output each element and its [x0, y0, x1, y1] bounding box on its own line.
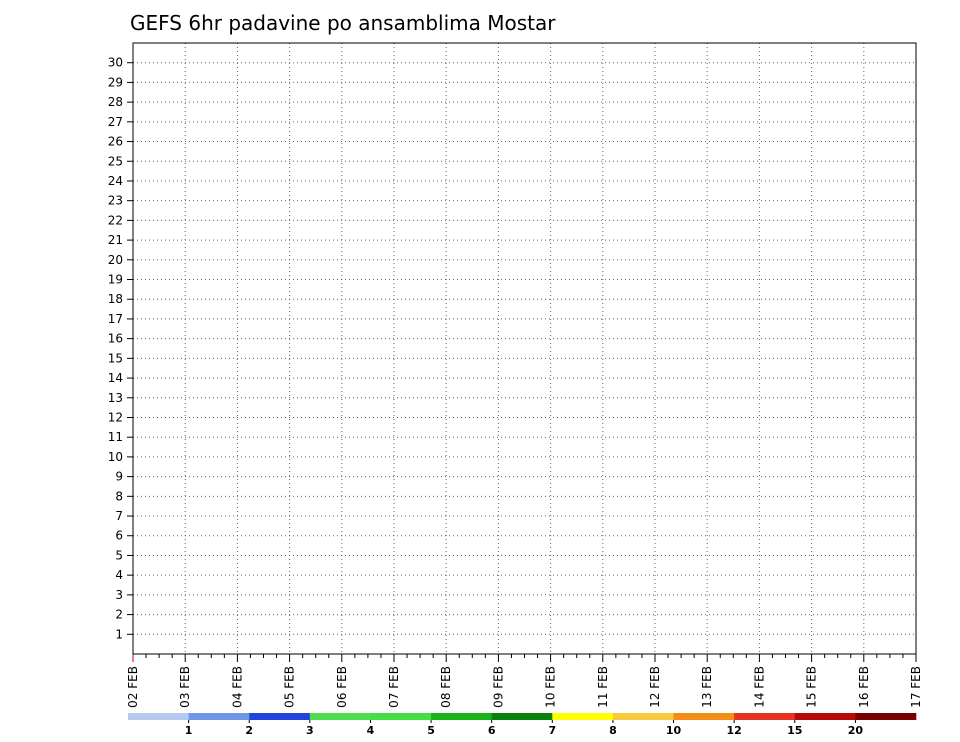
- legend-label: 15: [787, 724, 802, 737]
- x-tick-label: 15 FEB: [805, 666, 819, 708]
- y-tick-label: 4: [115, 568, 123, 582]
- y-tick-label: 14: [108, 371, 123, 385]
- y-tick-label: 6: [115, 529, 123, 543]
- legend-label: 8: [609, 724, 617, 737]
- y-tick-label: 5: [115, 548, 123, 562]
- y-tick-label: 28: [108, 95, 123, 109]
- y-tick-label: 25: [108, 154, 123, 168]
- y-axis: 1234567891011121314151617181920212223242…: [108, 56, 133, 641]
- legend-swatch: [794, 713, 856, 720]
- legend-label: 12: [726, 724, 741, 737]
- y-tick-label: 17: [108, 312, 123, 326]
- x-tick-label: 02 FEB: [126, 666, 140, 708]
- y-tick-label: 18: [108, 292, 123, 306]
- legend-swatch: [552, 713, 614, 720]
- grid-lines: [133, 43, 916, 654]
- x-tick-label: 10 FEB: [544, 666, 558, 708]
- y-tick-label: 3: [115, 588, 123, 602]
- legend-label: 20: [848, 724, 864, 737]
- y-tick-label: 22: [108, 213, 123, 227]
- x-tick-label: 04 FEB: [230, 666, 244, 708]
- legend-swatch: [855, 713, 917, 720]
- y-tick-label: 20: [108, 253, 123, 267]
- y-tick-label: 13: [108, 391, 123, 405]
- y-tick-label: 7: [115, 509, 123, 523]
- x-tick-label: 11 FEB: [596, 666, 610, 708]
- x-tick-label: 14 FEB: [752, 666, 766, 708]
- legend-label: 2: [245, 724, 253, 737]
- y-tick-label: 23: [108, 194, 123, 208]
- legend-label: 10: [666, 724, 682, 737]
- y-tick-label: 16: [108, 332, 123, 346]
- y-tick-label: 21: [108, 233, 123, 247]
- x-axis: 02 FEB 03 FEB 04 FEB 05 FEB 06 FEB 07 FEB 08 F…: [126, 654, 923, 708]
- x-tick-label: 12 FEB: [648, 666, 662, 708]
- y-tick-label: 27: [108, 115, 123, 129]
- y-tick-label: 29: [108, 75, 123, 89]
- legend-swatch: [734, 713, 796, 720]
- legend-swatch: [309, 713, 371, 720]
- legend: 1 2 3 4 5 6 7 8 10 12 15 20: [128, 713, 917, 737]
- legend-label: 7: [548, 724, 556, 737]
- legend-swatch: [491, 713, 553, 720]
- y-tick-label: 2: [115, 608, 123, 622]
- legend-swatch: [431, 713, 492, 720]
- legend-swatch: [673, 713, 735, 720]
- legend-label: 6: [488, 724, 496, 737]
- x-tick-label: 03 FEB: [178, 666, 192, 708]
- x-tick-label: 09 FEB: [491, 666, 505, 708]
- y-tick-label: 9: [115, 470, 123, 484]
- y-tick-label: 8: [115, 489, 123, 503]
- y-tick-label: 19: [108, 273, 123, 287]
- legend-swatch: [612, 713, 674, 720]
- y-tick-label: 11: [108, 430, 123, 444]
- y-tick-label: 1: [115, 627, 123, 641]
- legend-swatch: [128, 713, 189, 720]
- x-tick-label: 17 FEB: [909, 666, 923, 708]
- x-tick-label: 07 FEB: [387, 666, 401, 708]
- x-tick-label: 08 FEB: [439, 666, 453, 708]
- chart-title: GEFS 6hr padavine po ansamblima Mostar: [130, 11, 556, 35]
- y-tick-label: 30: [108, 56, 123, 70]
- y-tick-label: 12: [108, 410, 123, 424]
- legend-label: 3: [306, 724, 314, 737]
- y-tick-label: 24: [108, 174, 123, 188]
- y-tick-label: 10: [108, 450, 123, 464]
- legend-label: 1: [185, 724, 193, 737]
- x-tick-label: 13 FEB: [700, 666, 714, 708]
- legend-swatch: [188, 713, 250, 720]
- y-tick-label: 15: [108, 351, 123, 365]
- plot-frame: [132, 42, 917, 655]
- legend-swatch: [370, 713, 432, 720]
- x-tick-label: 06 FEB: [335, 666, 349, 708]
- x-tick-label: 05 FEB: [283, 666, 297, 708]
- legend-swatch: [249, 713, 311, 720]
- y-tick-label: 26: [108, 135, 123, 149]
- legend-label: 5: [427, 724, 435, 737]
- x-tick-label: 16 FEB: [857, 666, 871, 708]
- legend-label: 4: [367, 724, 375, 737]
